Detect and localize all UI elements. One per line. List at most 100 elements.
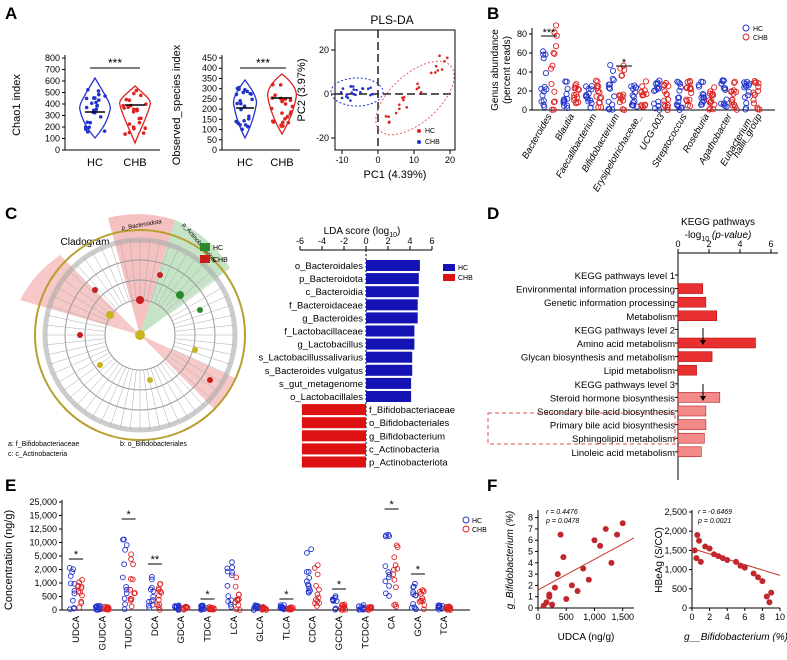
data-point (597, 542, 604, 549)
data-point (96, 89, 101, 93)
chb-point (728, 88, 735, 95)
clade-node (157, 272, 163, 278)
hc-point (383, 590, 389, 597)
chb-point (236, 591, 242, 598)
chb-point (104, 606, 111, 613)
chb-point (638, 103, 645, 110)
branch (168, 278, 218, 315)
chb-point (687, 102, 694, 110)
data-point (144, 102, 148, 106)
data-point (288, 98, 293, 103)
data-point (619, 520, 626, 527)
hc-point (345, 93, 349, 96)
data-point (239, 101, 243, 106)
acid-label: GCA (413, 615, 424, 636)
clade-note-b: b: o_Bifidobacteriales (120, 441, 187, 448)
cladogram-title: Cladogram (61, 237, 110, 248)
hc-point (119, 574, 126, 581)
data-point (241, 90, 246, 95)
kegg-bar (677, 364, 697, 376)
hc-point (541, 103, 548, 110)
chb-point (365, 607, 371, 613)
chb-point (76, 604, 83, 611)
hc-point (412, 580, 418, 587)
chb-point (390, 571, 397, 578)
x-tick-label: 2 (707, 612, 712, 622)
lda-legend-chb: CHB (458, 275, 473, 282)
chb-point (548, 81, 555, 88)
chb-point (394, 544, 401, 551)
data-point (759, 578, 766, 585)
kegg-bar (677, 310, 717, 322)
chb-point (593, 93, 600, 100)
chb-point (754, 106, 761, 113)
chb-point (547, 65, 555, 72)
lda-bar (301, 404, 366, 416)
clade-node (135, 330, 145, 340)
chb-point (417, 86, 421, 89)
y-tick-label: 60 (517, 48, 527, 58)
x-tick-label: 6 (742, 612, 747, 622)
hc-point (349, 99, 352, 102)
data-point (95, 103, 100, 108)
chb-point (392, 562, 399, 569)
chb-point (621, 66, 628, 73)
chb-point (429, 71, 433, 75)
chb-point (711, 84, 718, 91)
data-point (139, 93, 143, 98)
hc-point (305, 568, 312, 575)
plsda-title: PLS-DA (370, 13, 413, 27)
hc-point (303, 569, 310, 575)
chb-point (594, 85, 601, 92)
bile-legend-chb: CHB (472, 527, 487, 534)
genus-sig-1: *** (543, 27, 557, 39)
data-point (755, 574, 761, 581)
hc-point (611, 93, 618, 100)
hc-point (564, 102, 571, 109)
chb-point (127, 586, 134, 593)
hc-point (609, 67, 617, 74)
branch (62, 278, 112, 315)
y-tick-label: 10,000 (29, 538, 57, 548)
chb-point (128, 556, 134, 562)
chb-point (420, 597, 426, 604)
y-tick-label: 40 (517, 67, 527, 77)
chb-point (755, 87, 762, 94)
y-tick-label: 80 (517, 29, 527, 39)
clade-node (97, 362, 103, 368)
lda-bar (366, 260, 420, 271)
data-point (141, 131, 146, 135)
branch (143, 369, 151, 430)
data-point (135, 108, 139, 113)
sig-mark: ** (151, 554, 160, 566)
branch (76, 360, 117, 406)
lda-legend-chb-swatch (443, 274, 455, 281)
x-tick-label: 20 (445, 155, 455, 165)
data-point (750, 570, 757, 577)
clade-note-a: a: f_Bifidobacteriaceae (8, 441, 79, 448)
y-tick-label: 500 (45, 88, 60, 98)
kegg-bar (677, 337, 756, 349)
y-tick-label: 1,000 (664, 565, 687, 575)
y-tick-label: 1,500 (664, 545, 687, 555)
hc-point (369, 86, 372, 89)
hc-point (654, 79, 661, 86)
chb-point (286, 606, 293, 612)
data-point (694, 532, 701, 539)
y-tick-label: 600 (45, 76, 60, 86)
data-point (92, 96, 97, 100)
hc-point (630, 93, 637, 100)
chb-point (729, 102, 736, 109)
data-point (543, 599, 550, 606)
hc-point (146, 605, 153, 611)
kegg-bar (677, 432, 705, 444)
data-point (234, 92, 239, 97)
branch (165, 271, 211, 312)
data-point (85, 120, 90, 125)
data-point (696, 537, 703, 544)
y-tick-label: 0 (55, 145, 60, 155)
hc-point (332, 595, 338, 601)
y-tick-label: 1 (528, 592, 533, 602)
branch (174, 315, 233, 328)
hc-point (676, 87, 683, 94)
